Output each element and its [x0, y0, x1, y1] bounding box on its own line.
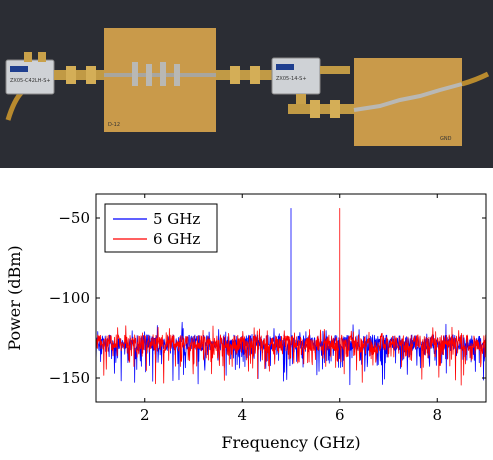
x-tick-label: 6	[335, 406, 345, 424]
svg-text:GND: GND	[440, 136, 452, 142]
svg-text:D-12: D-12	[108, 122, 120, 128]
series-line-6ghz	[95, 208, 487, 386]
hardware-photo: ZX05-C42LH-S+ D-12 ZX05-14-S+ GND	[0, 0, 493, 168]
x-axis-label: Frequency (GHz)	[221, 433, 360, 452]
legend: 5 GHz 6 GHz	[104, 203, 218, 253]
filter-pcb-left: D-12	[104, 28, 216, 132]
svg-text:ZX05-14-S+: ZX05-14-S+	[276, 76, 307, 82]
tick-layer: 2 4 6 8 −50 −100 −150	[49, 194, 486, 424]
y-tick-label: −50	[58, 209, 90, 227]
legend-box	[104, 203, 218, 253]
series-layer	[95, 208, 487, 386]
legend-label: 6 GHz	[153, 230, 200, 248]
svg-text:ZX05-C42LH-S+: ZX05-C42LH-S+	[10, 78, 51, 84]
spectrum-chart: 2 4 6 8 −50 −100 −150 Frequency (GHz) Power (d…	[5, 193, 487, 452]
legend-label: 5 GHz	[153, 210, 200, 228]
mixer-module-left: ZX05-C42LH-S+	[5, 52, 55, 95]
mixer-module-right: ZX05-14-S+	[271, 57, 321, 110]
x-tick-label: 4	[237, 406, 247, 424]
y-axis-label: Power (dBm)	[5, 245, 24, 350]
y-tick-label: −150	[49, 369, 90, 387]
x-tick-label: 2	[140, 406, 150, 424]
y-tick-label: −100	[49, 289, 90, 307]
x-tick-label: 8	[432, 406, 442, 424]
filter-pcb-right: GND	[353, 58, 463, 146]
